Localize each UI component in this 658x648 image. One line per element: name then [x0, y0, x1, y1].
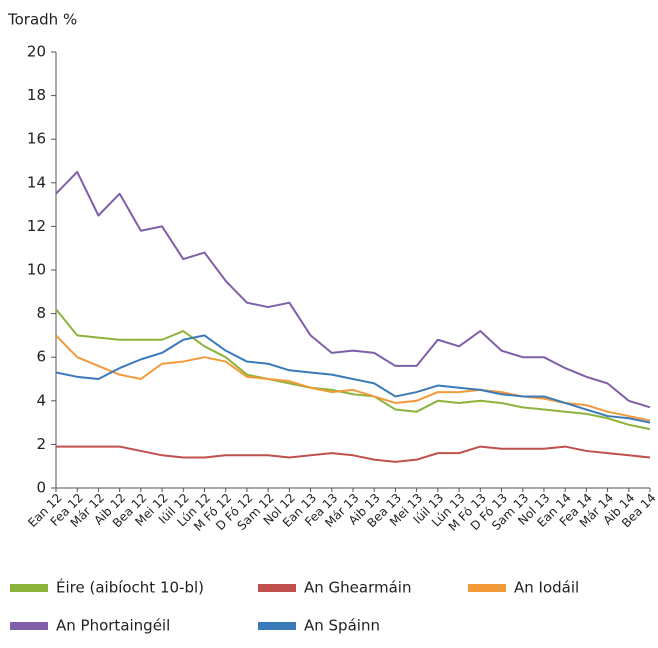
y-axis-label: Toradh %	[7, 11, 77, 29]
legend-swatch	[258, 584, 296, 592]
legend-label: An Phortaingéil	[56, 617, 170, 635]
y-tick-label: 0	[36, 479, 46, 497]
y-tick-label: 4	[36, 391, 46, 409]
legend-swatch	[10, 584, 48, 592]
legend-label: Éire (aibíocht 10-bl)	[56, 578, 204, 597]
legend-label: An Ghearmáin	[304, 579, 411, 597]
series-line	[56, 445, 651, 463]
y-tick-label: 18	[27, 86, 46, 104]
series-line	[55, 170, 651, 409]
y-tick-label: 10	[27, 261, 46, 279]
legend-swatch	[258, 622, 296, 630]
y-tick-label: 12	[27, 217, 46, 235]
legend-label: An Spáinn	[304, 617, 380, 635]
y-tick-label: 6	[36, 348, 46, 366]
legend-label: An Iodáil	[514, 579, 579, 597]
y-tick-label: 2	[36, 435, 46, 453]
y-tick-label: 20	[27, 43, 46, 61]
legend-swatch	[10, 622, 48, 630]
y-tick-label: 8	[36, 304, 46, 322]
series-line	[55, 334, 651, 424]
legend-swatch	[468, 584, 506, 592]
series-line	[55, 308, 651, 431]
y-tick-label: 14	[27, 173, 46, 191]
y-tick-label: 16	[27, 130, 46, 148]
series-line	[55, 334, 651, 422]
